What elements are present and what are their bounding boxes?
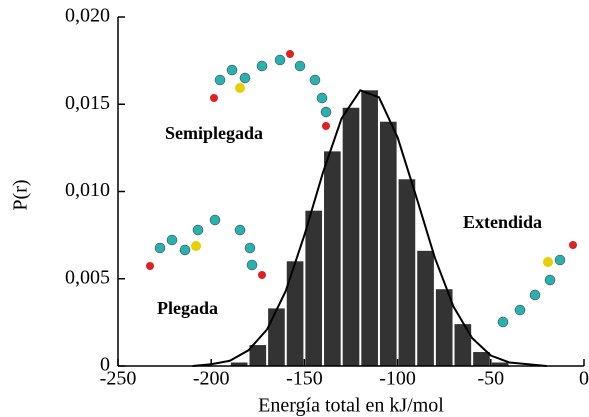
annotation: Extendida [463,212,542,232]
x-tick-label: -200 [193,368,230,390]
bar [417,250,434,366]
x-tick-label: -250 [100,368,137,390]
x-tick-label: -100 [379,368,416,390]
y-tick-label: 0,005 [65,266,110,288]
bar [342,107,360,367]
bar [435,289,453,366]
bar [268,308,285,366]
molecule-illustrations [146,50,577,328]
annotation: Plegada [157,298,218,318]
bar [491,362,509,366]
y-tick-label: 0,010 [65,179,110,201]
x-tick-label: 0 [579,368,589,390]
bar [249,345,267,366]
x-tick-label: -50 [477,368,504,390]
fit-line [192,89,547,367]
y-axis-label: P(r) [10,179,32,210]
bar [398,179,416,366]
bar [230,362,248,366]
bar [305,210,323,366]
bar [324,151,341,366]
x-axis-label: Energía total en kJ/mol [258,395,444,417]
bar [379,121,397,366]
y-tick-label: 0 [100,354,110,376]
x-tick-label: -150 [286,368,323,390]
y-tick-label: 0,015 [65,92,110,114]
bar [361,90,378,366]
bar [473,352,490,366]
bar [454,324,472,366]
y-tick-label: 0,020 [65,5,110,27]
bar [286,261,304,366]
annotation: Semiplegada [165,123,263,143]
